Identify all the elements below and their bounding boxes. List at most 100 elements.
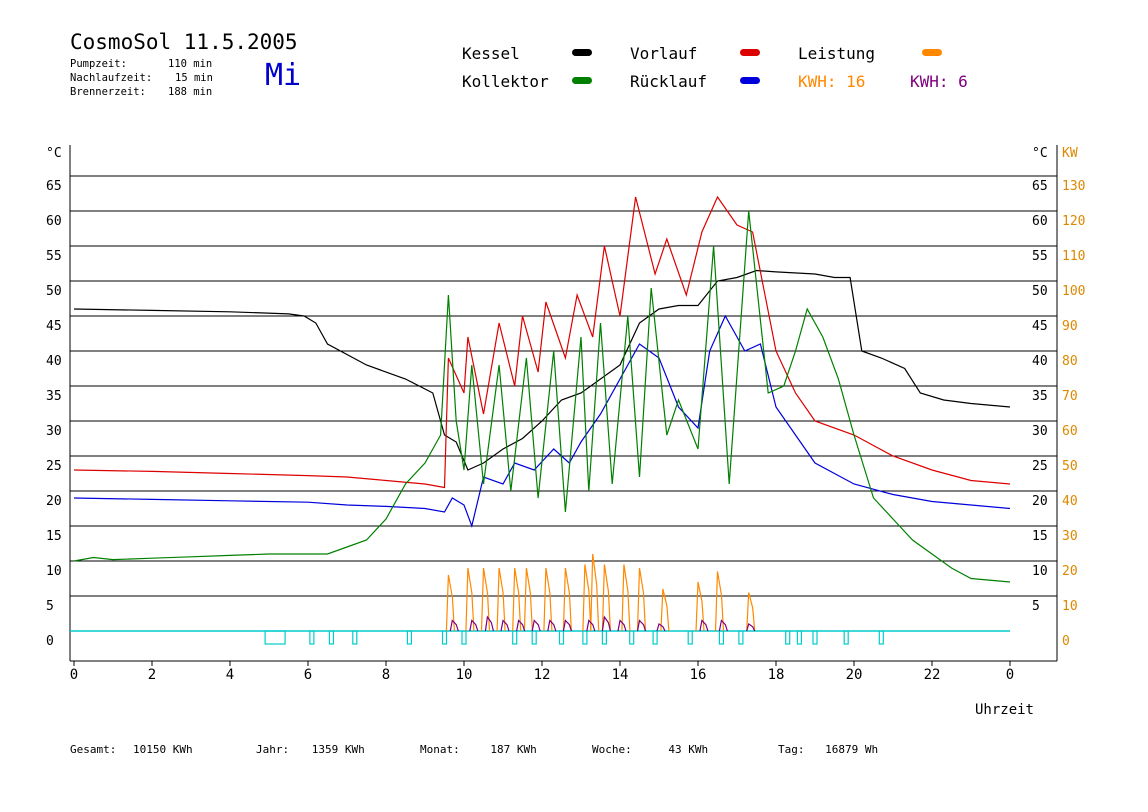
series-line-vorlauf <box>73 195 1011 489</box>
kw-tick-label: 70 <box>1062 389 1078 404</box>
y-tick-label-left: 0 <box>46 634 54 649</box>
power-pulse-kwh-6 <box>516 619 526 632</box>
footer-value: 1359 KWh <box>311 743 365 756</box>
y-tick-label-right: 40 <box>1032 354 1048 369</box>
legend-swatch-ruecklauf <box>740 77 760 84</box>
kw-tick-label: 80 <box>1062 354 1078 369</box>
power-pulse-leistung <box>636 567 647 632</box>
pump-marker <box>441 630 448 645</box>
pump-marker <box>687 630 693 645</box>
footer-jahr: Jahr: 1359 KWh <box>256 743 365 756</box>
footer-gesamt: Gesamt: 10150 KWh <box>70 743 193 756</box>
kwh-purple: KWH: 6 <box>910 72 968 91</box>
power-pulse-kwh-6 <box>746 623 756 632</box>
kw-tick-label: 0 <box>1062 634 1070 649</box>
y-tick-label-right: 60 <box>1032 214 1048 229</box>
pump-marker <box>629 630 635 645</box>
power-pulse-leistung <box>445 574 455 632</box>
power-pulse-kwh-6 <box>531 619 541 632</box>
y-tick-label-right: 35 <box>1032 389 1048 404</box>
pump-marker <box>582 630 588 645</box>
pump-marker <box>558 630 565 645</box>
footer-monat: Monat: 187 KWh <box>420 743 537 756</box>
power-pulse-leistung <box>746 592 756 632</box>
y-tick-label-right: 15 <box>1032 529 1048 544</box>
power-pulse-kwh-6 <box>562 619 572 632</box>
power-pulse-kwh-6 <box>586 619 596 632</box>
power-pulse-leistung <box>601 564 611 632</box>
x-axis-title: Uhrzeit <box>975 702 1034 718</box>
y-tick-label-right: 65 <box>1032 179 1048 194</box>
chart-title: CosmoSol 11.5.2005 <box>70 30 298 54</box>
x-tick-label: 14 <box>612 667 629 683</box>
power-pulse-kwh-6 <box>469 619 479 632</box>
series-line-kollektor <box>73 210 1011 583</box>
kw-tick-label: 100 <box>1062 284 1085 299</box>
legend-swatch-kollektor <box>572 77 592 84</box>
power-pulse-leistung <box>465 567 475 632</box>
pump-marker <box>785 630 791 645</box>
pump-marker <box>461 630 467 645</box>
kw-tick-label: 90 <box>1062 319 1078 334</box>
legend-leistung: Leistung <box>798 44 876 63</box>
y-tick-label-left: 15 <box>46 529 62 544</box>
power-pulse-leistung <box>523 567 533 632</box>
kw-tick-label: 120 <box>1062 214 1085 229</box>
stat-pumpzeit: Pumpzeit: 110 min <box>70 58 212 70</box>
y-tick-label-right: 45 <box>1032 319 1048 334</box>
pump-marker <box>352 630 358 645</box>
power-pulse-leistung <box>621 564 631 632</box>
power-pulse-leistung <box>480 567 491 632</box>
y-tick-label-left: 35 <box>46 389 62 404</box>
y-tick-label-right: 10 <box>1032 564 1048 579</box>
footer-woche: Woche: 43 KWh <box>592 743 708 756</box>
power-pulse-leistung <box>582 564 592 632</box>
power-pulse-leistung <box>714 571 725 632</box>
x-tick-label: 0 <box>1006 667 1014 683</box>
stat-label: Nachlaufzeit: <box>70 72 153 84</box>
y-tick-label-right: 55 <box>1032 249 1048 264</box>
legend-swatch-vorlauf <box>740 49 760 56</box>
y-tick-label-right: 50 <box>1032 284 1048 299</box>
legend-ruecklauf: Rücklauf <box>630 72 708 91</box>
footer-label: Jahr: <box>256 743 290 756</box>
y-tick-label-left: 50 <box>46 284 62 299</box>
x-tick-label: 8 <box>382 667 390 683</box>
pump-marker <box>406 630 412 645</box>
footer-label: Woche: <box>592 743 632 756</box>
x-tick-label: 12 <box>534 667 551 683</box>
power-pulse-kwh-6 <box>547 619 557 632</box>
y-tick-label-right: 5 <box>1032 599 1040 614</box>
power-pulse-kwh-6 <box>601 615 611 632</box>
y-tick-label-left: 10 <box>46 564 62 579</box>
kw-tick-label: 40 <box>1062 494 1078 509</box>
power-pulse-kwh-6 <box>449 619 459 632</box>
legend-kessel: Kessel <box>462 44 520 63</box>
y-tick-label-left: 40 <box>46 354 62 369</box>
stat-label: Pumpzeit: <box>70 58 127 70</box>
x-tick-label: 2 <box>148 667 156 683</box>
y-tick-label-left: 20 <box>46 494 62 509</box>
kw-tick-label: 50 <box>1062 459 1078 474</box>
y-tick-label-left: 30 <box>46 424 62 439</box>
power-pulse-leistung <box>512 567 522 632</box>
pump-marker <box>512 630 518 645</box>
series-line-r-cklauf <box>73 314 1011 529</box>
pump-marker <box>264 630 286 645</box>
y-tick-label-left: 5 <box>46 599 54 614</box>
power-pulse-leistung <box>590 553 600 632</box>
footer-value: 16879 Wh <box>825 743 879 756</box>
power-pulse-leistung <box>496 567 506 632</box>
power-pulse-leistung <box>695 581 705 632</box>
footer-label: Monat: <box>420 743 460 756</box>
pump-marker <box>738 630 744 645</box>
kw-tick-label: 110 <box>1062 249 1085 264</box>
footer-label: Gesamt: <box>70 743 117 756</box>
power-pulse-kwh-6 <box>699 619 709 632</box>
legend-vorlauf: Vorlauf <box>630 44 698 63</box>
stat-value: 15 min <box>175 72 213 84</box>
y-tick-label-right: 25 <box>1032 459 1048 474</box>
weekday-label: Mi <box>265 58 302 93</box>
pump-marker <box>843 630 849 645</box>
